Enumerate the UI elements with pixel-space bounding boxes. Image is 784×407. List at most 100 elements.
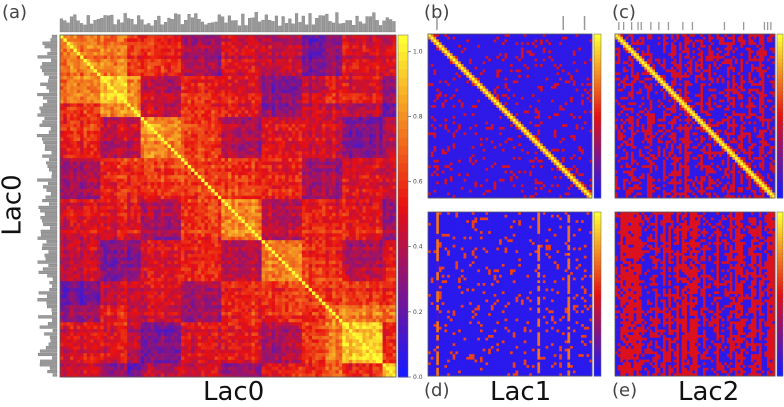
- panel-a-heatmap-cell: [376, 86, 380, 90]
- panel-a-heatmap-cell: [218, 151, 222, 155]
- panel-a-heatmap-cell: [389, 110, 393, 114]
- panel-a-heatmap-cell: [144, 196, 148, 200]
- panel-a-heatmap-cell: [215, 138, 219, 142]
- panel-a-heatmap-cell: [319, 144, 323, 148]
- panel-a-heatmap-cell: [332, 97, 336, 101]
- panel-a-heatmap-cell: [278, 97, 282, 101]
- panel-a-heatmap-cell: [278, 172, 282, 176]
- panel-a-heatmap-cell: [258, 107, 262, 111]
- panel-a-heatmap-cell: [238, 168, 242, 172]
- panel-a-heatmap-cell: [305, 162, 309, 166]
- panel-a-heatmap-cell: [70, 175, 74, 179]
- panel-a-heatmap-cell: [389, 189, 393, 193]
- panel-a-heatmap-cell: [386, 97, 390, 101]
- panel-a-heatmap-cell: [87, 62, 91, 66]
- panel-a-heatmap-cell: [191, 127, 195, 131]
- panel-a-heatmap-cell: [342, 192, 346, 196]
- panel-a-heatmap-cell: [63, 172, 67, 176]
- panel-a-heatmap-cell: [362, 199, 366, 203]
- panel-a-heatmap-cell: [319, 141, 323, 145]
- panel-a-heatmap-cell: [285, 189, 289, 193]
- panel-a-heatmap-cell: [124, 165, 128, 169]
- panel-a-heatmap-cell: [114, 124, 118, 128]
- panel-a-heatmap-cell: [124, 155, 128, 159]
- panel-a-heatmap-cell: [211, 175, 215, 179]
- panel-a-heatmap-cell: [67, 182, 71, 186]
- panel-a-heatmap-cell: [188, 189, 192, 193]
- panel-a-heatmap-cell: [144, 192, 148, 196]
- panel-a-heatmap-cell: [124, 179, 128, 183]
- panel-a-heatmap-cell: [178, 172, 182, 176]
- panel-a-heatmap-cell: [107, 148, 111, 152]
- panel-a-heatmap-cell: [245, 66, 249, 70]
- panel-a-heatmap-cell: [288, 117, 292, 121]
- panel-a-heatmap-cell: [100, 189, 104, 193]
- panel-a-heatmap-cell: [84, 100, 88, 104]
- panel-a-heatmap-cell: [134, 62, 138, 66]
- panel-a-heatmap-cell: [258, 79, 262, 83]
- panel-a-heatmap-cell: [84, 141, 88, 145]
- panel-a-heatmap-cell: [336, 151, 340, 155]
- panel-a-heatmap-cell: [275, 199, 279, 203]
- panel-a-heatmap-cell: [168, 35, 172, 39]
- panel-a-heatmap-cell: [117, 151, 121, 155]
- panel-a-heatmap-cell: [372, 182, 376, 186]
- panel-a-heatmap-cell: [245, 110, 249, 114]
- panel-a-heatmap-cell: [369, 100, 373, 104]
- panel-a-heatmap-cell: [188, 203, 192, 207]
- panel-a-heatmap-cell: [369, 189, 373, 193]
- panel-a-heatmap-cell: [369, 182, 373, 186]
- panel-a-heatmap-cell: [255, 192, 259, 196]
- panel-a-heatmap-cell: [272, 203, 276, 207]
- panel-a-heatmap-cell: [312, 107, 316, 111]
- panel-a-heatmap-cell: [87, 138, 91, 142]
- panel-a-heatmap-cell: [241, 110, 245, 114]
- panel-a-heatmap-cell: [181, 155, 185, 159]
- panel-a-heatmap-cell: [228, 165, 232, 169]
- panel-a-heatmap-cell: [94, 38, 98, 42]
- panel-a-heatmap-cell: [90, 42, 94, 46]
- panel-a-heatmap-cell: [369, 86, 373, 90]
- panel-a-heatmap-cell: [168, 162, 172, 166]
- panel-a-heatmap-cell: [339, 76, 343, 80]
- panel-a-heatmap-cell: [292, 155, 296, 159]
- panel-a-heatmap-cell: [90, 97, 94, 101]
- panel-a-heatmap-cell: [372, 124, 376, 128]
- panel-a-heatmap-cell: [117, 148, 121, 152]
- panel-a-heatmap-cell: [168, 66, 172, 70]
- panel-a-heatmap-cell: [302, 107, 306, 111]
- panel-a-heatmap-cell: [329, 90, 333, 94]
- panel-a-heatmap-cell: [107, 42, 111, 46]
- panel-a-heatmap-cell: [60, 107, 64, 111]
- panel-a-heatmap-cell: [70, 110, 74, 114]
- panel-a-heatmap-cell: [73, 175, 77, 179]
- panel-a-heatmap-cell: [161, 117, 165, 121]
- panel-a-heatmap-cell: [278, 131, 282, 135]
- panel-a-heatmap-cell: [258, 83, 262, 87]
- panel-a-heatmap-cell: [215, 59, 219, 63]
- panel-a-heatmap-cell: [275, 86, 279, 90]
- panel-a-heatmap-cell: [299, 203, 303, 207]
- panel-a-heatmap-cell: [352, 189, 356, 193]
- panel-a-heatmap-cell: [191, 189, 195, 193]
- panel-a-heatmap-cell: [218, 162, 222, 166]
- panel-a-heatmap-cell: [191, 158, 195, 162]
- panel-a-heatmap-cell: [231, 141, 235, 145]
- panel-a-heatmap-cell: [369, 62, 373, 66]
- panel-a-heatmap-cell: [282, 168, 286, 172]
- panel-a-heatmap-cell: [80, 83, 84, 87]
- panel-a-heatmap-cell: [70, 93, 74, 97]
- panel-a-heatmap-cell: [63, 100, 67, 104]
- panel-a-heatmap-cell: [87, 110, 91, 114]
- panel-a-heatmap-cell: [379, 45, 383, 49]
- panel-a-heatmap-cell: [322, 45, 326, 49]
- panel-a-heatmap-cell: [171, 107, 175, 111]
- panel-a-heatmap-cell: [248, 203, 252, 207]
- panel-a-heatmap-cell: [134, 124, 138, 128]
- panel-a-heatmap-cell: [238, 144, 242, 148]
- panel-a-heatmap-cell: [127, 93, 131, 97]
- panel-a-heatmap-cell: [100, 196, 104, 200]
- panel-a-heatmap-cell: [174, 179, 178, 183]
- panel-a-heatmap-cell: [107, 66, 111, 70]
- panel-a-heatmap-cell: [288, 83, 292, 87]
